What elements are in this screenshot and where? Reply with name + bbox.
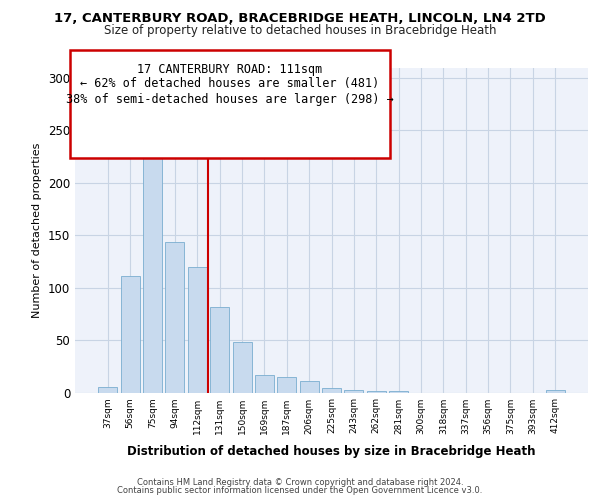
Text: Contains public sector information licensed under the Open Government Licence v3: Contains public sector information licen… <box>118 486 482 495</box>
Text: 17, CANTERBURY ROAD, BRACEBRIDGE HEATH, LINCOLN, LN4 2TD: 17, CANTERBURY ROAD, BRACEBRIDGE HEATH, … <box>54 12 546 26</box>
Bar <box>166 242 184 392</box>
Bar <box>322 388 341 392</box>
Bar <box>210 306 229 392</box>
Y-axis label: Number of detached properties: Number of detached properties <box>32 142 43 318</box>
Bar <box>143 138 162 392</box>
Text: 17 CANTERBURY ROAD: 111sqm: 17 CANTERBURY ROAD: 111sqm <box>137 62 323 76</box>
Bar <box>188 266 207 392</box>
X-axis label: Distribution of detached houses by size in Bracebridge Heath: Distribution of detached houses by size … <box>127 445 536 458</box>
Bar <box>545 390 565 392</box>
Bar <box>98 388 118 392</box>
Bar <box>255 374 274 392</box>
Bar <box>121 276 140 392</box>
Bar <box>299 381 319 392</box>
Text: Contains HM Land Registry data © Crown copyright and database right 2024.: Contains HM Land Registry data © Crown c… <box>137 478 463 487</box>
Text: 38% of semi-detached houses are larger (298) →: 38% of semi-detached houses are larger (… <box>66 92 394 106</box>
Bar <box>344 390 364 392</box>
Text: Size of property relative to detached houses in Bracebridge Heath: Size of property relative to detached ho… <box>104 24 496 37</box>
Bar <box>233 342 251 392</box>
Bar <box>277 377 296 392</box>
Text: ← 62% of detached houses are smaller (481): ← 62% of detached houses are smaller (48… <box>80 78 380 90</box>
